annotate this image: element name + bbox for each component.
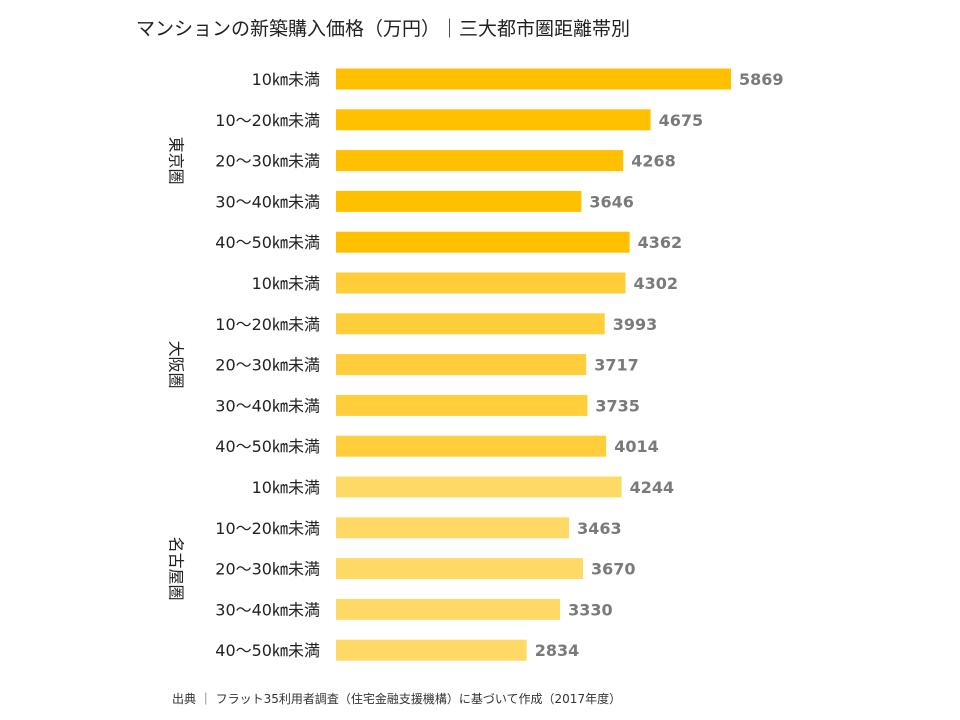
category-label: 20～30㎞未満	[215, 356, 320, 375]
bar	[336, 68, 731, 90]
group-label: 名古屋圏	[167, 537, 186, 601]
bar	[336, 354, 587, 376]
category-label: 10㎞未満	[252, 274, 320, 293]
bar	[336, 558, 583, 580]
data-label: 5869	[739, 70, 784, 89]
bar	[336, 272, 626, 294]
category-label: 20～30㎞未満	[215, 152, 320, 171]
data-label: 4675	[659, 111, 704, 130]
bar	[336, 150, 624, 172]
bars-layer	[336, 68, 731, 661]
chart-title: マンションの新築購入価格（万円）｜三大都市圏距離帯別	[136, 18, 631, 40]
data-label: 4268	[631, 152, 676, 171]
category-label: 40～50㎞未満	[215, 437, 320, 456]
data-label: 3646	[589, 192, 634, 211]
group-label: 東京圏	[167, 137, 186, 185]
category-label: 40～50㎞未満	[215, 641, 320, 660]
category-label: 10～20㎞未満	[215, 111, 320, 130]
bar	[336, 435, 607, 457]
category-label: 30～40㎞未満	[215, 396, 320, 415]
group-label: 大阪圏	[167, 341, 186, 389]
bar	[336, 313, 605, 335]
bar	[336, 190, 582, 212]
category-label: 10～20㎞未満	[215, 315, 320, 334]
source-note: 出典 ｜ フラット35利用者調査（住宅金融支援機構）に基づいて作成（2017年度…	[172, 692, 622, 706]
data-label: 3735	[595, 396, 640, 415]
category-label: 40～50㎞未満	[215, 233, 320, 252]
bar	[336, 231, 630, 253]
data-label: 4302	[634, 274, 679, 293]
category-label: 30～40㎞未満	[215, 600, 320, 619]
data-label: 4362	[638, 233, 683, 252]
category-label: 10㎞未満	[252, 478, 320, 497]
category-label: 10㎞未満	[252, 70, 320, 89]
bar	[336, 639, 527, 661]
bar	[336, 109, 651, 131]
category-label: 10～20㎞未満	[215, 519, 320, 538]
bar	[336, 476, 622, 498]
data-label: 2834	[535, 641, 580, 660]
data-label: 4244	[630, 478, 675, 497]
bar	[336, 598, 561, 620]
bar	[336, 394, 588, 416]
data-label: 3463	[577, 519, 622, 538]
data-label: 4014	[614, 437, 659, 456]
bar	[336, 517, 570, 539]
category-label: 20～30㎞未満	[215, 560, 320, 579]
data-label: 3330	[568, 600, 613, 619]
category-label: 30～40㎞未満	[215, 192, 320, 211]
data-label: 3670	[591, 560, 636, 579]
data-label: 3717	[594, 356, 639, 375]
data-label: 3993	[613, 315, 658, 334]
labels-layer: 10㎞未満 5869 10～20㎞未満 4675 20～30㎞未満 4268 30～40㎞未…	[215, 70, 783, 660]
